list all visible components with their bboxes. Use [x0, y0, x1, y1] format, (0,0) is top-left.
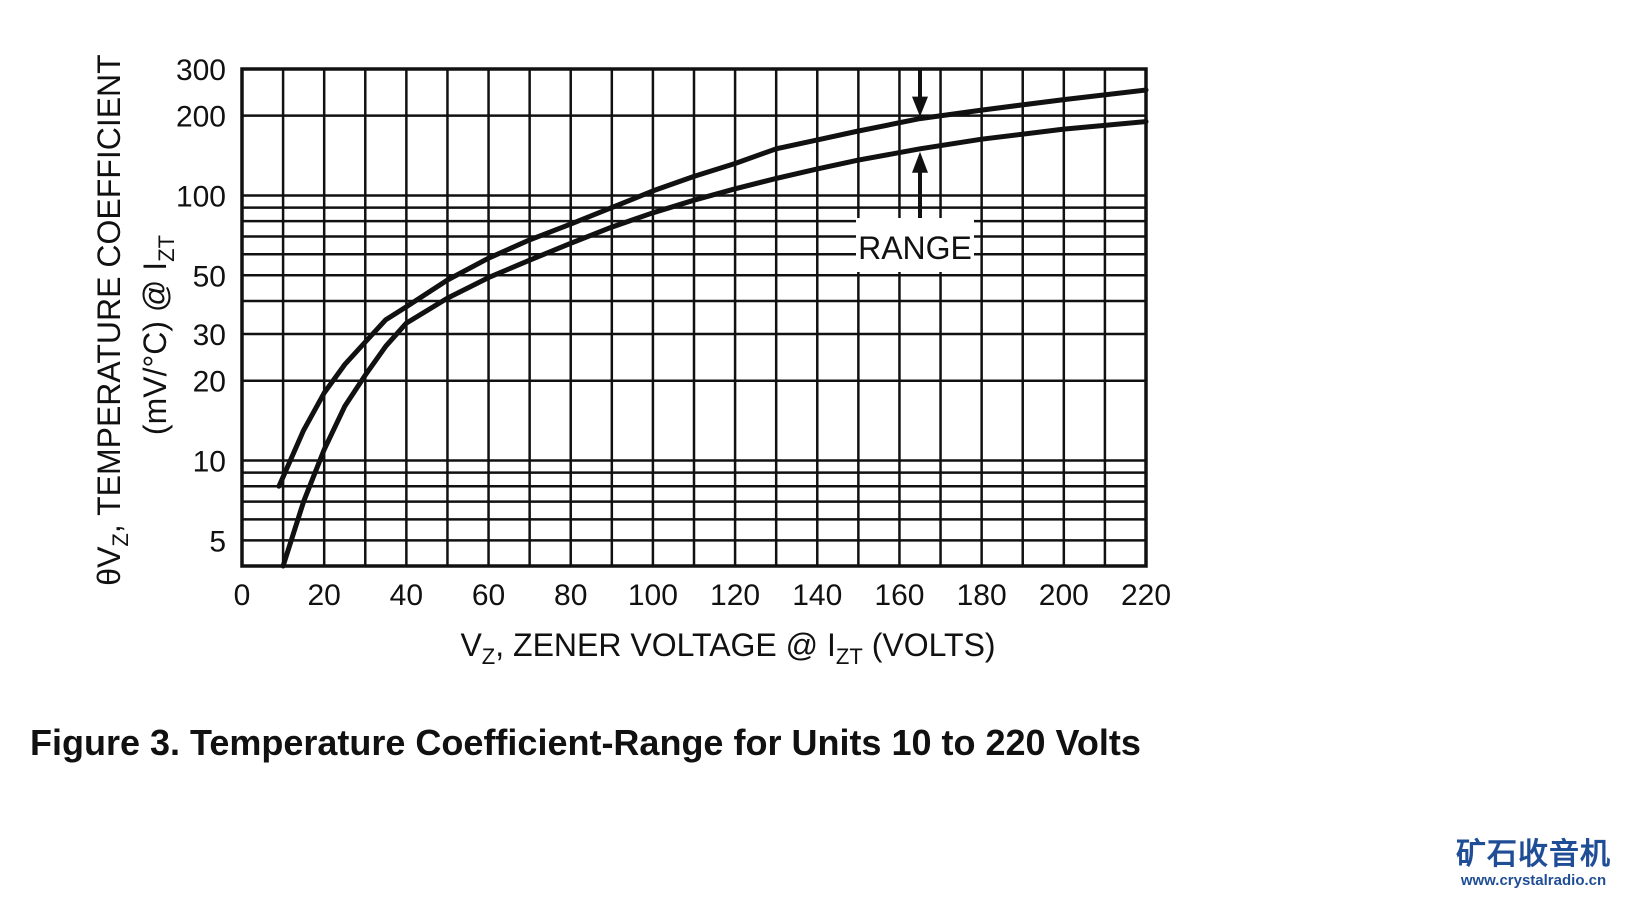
logo-url-text: www.crystalradio.cn — [1460, 872, 1607, 889]
range-label: RANGE — [858, 230, 972, 266]
logo-chinese-text: 矿石收音机 — [1456, 837, 1611, 872]
curve-series-2 — [280, 119, 1149, 569]
range-label-background — [856, 218, 974, 272]
x-tick-label: 200 — [1039, 579, 1089, 612]
plot-frame — [240, 67, 1148, 568]
figure-caption: Figure 3. Temperature Coefficient-Range … — [30, 722, 1141, 763]
x-tick-label: 40 — [390, 579, 423, 612]
x-tick-label: 220 — [1121, 579, 1171, 612]
plot-border — [240, 67, 1148, 568]
x-axis-title: VZ, ZENER VOLTAGE @ IZT (VOLTS) — [460, 627, 995, 669]
grid — [240, 67, 1148, 566]
y-tick-label: 30 — [193, 319, 226, 352]
y-tick-label: 100 — [176, 180, 226, 213]
y-tick-label: 300 — [176, 54, 226, 87]
x-tick-labels: 0 20 40 60 80 100 120 140 160 180 200 220 — [234, 579, 1171, 612]
x-tick-label: 140 — [792, 579, 842, 612]
curves — [276, 87, 1149, 569]
range-arrow-bottom-head — [912, 151, 928, 173]
y-tick-label: 200 — [176, 101, 226, 134]
y-axis-title-line2: (mV/°C) @ IZT — [137, 235, 179, 435]
x-tick-label: 60 — [472, 579, 505, 612]
x-tick-label: 20 — [307, 579, 340, 612]
x-tick-label: 0 — [234, 579, 251, 612]
x-tick-label: 80 — [554, 579, 587, 612]
x-tick-label: 180 — [957, 579, 1007, 612]
y-tick-label: 20 — [193, 366, 226, 399]
x-tick-label: 100 — [628, 579, 678, 612]
y-tick-labels: 5 10 20 30 50 100 200 300 — [176, 54, 226, 558]
range-arrow-top-head — [912, 96, 928, 117]
y-tick-label: 5 — [209, 525, 226, 558]
y-tick-label: 50 — [193, 260, 226, 293]
y-axis-title-line1: θVZ, TEMPERATURE COEFFICIENT — [91, 54, 133, 585]
x-tick-label: 160 — [874, 579, 924, 612]
curve-series-1 — [276, 87, 1149, 489]
x-tick-label: 120 — [710, 579, 760, 612]
range-annotation: RANGE — [856, 69, 974, 272]
site-logo: 矿石收音机 www.crystalradio.cn — [1456, 838, 1611, 890]
y-tick-label: 10 — [193, 446, 226, 479]
